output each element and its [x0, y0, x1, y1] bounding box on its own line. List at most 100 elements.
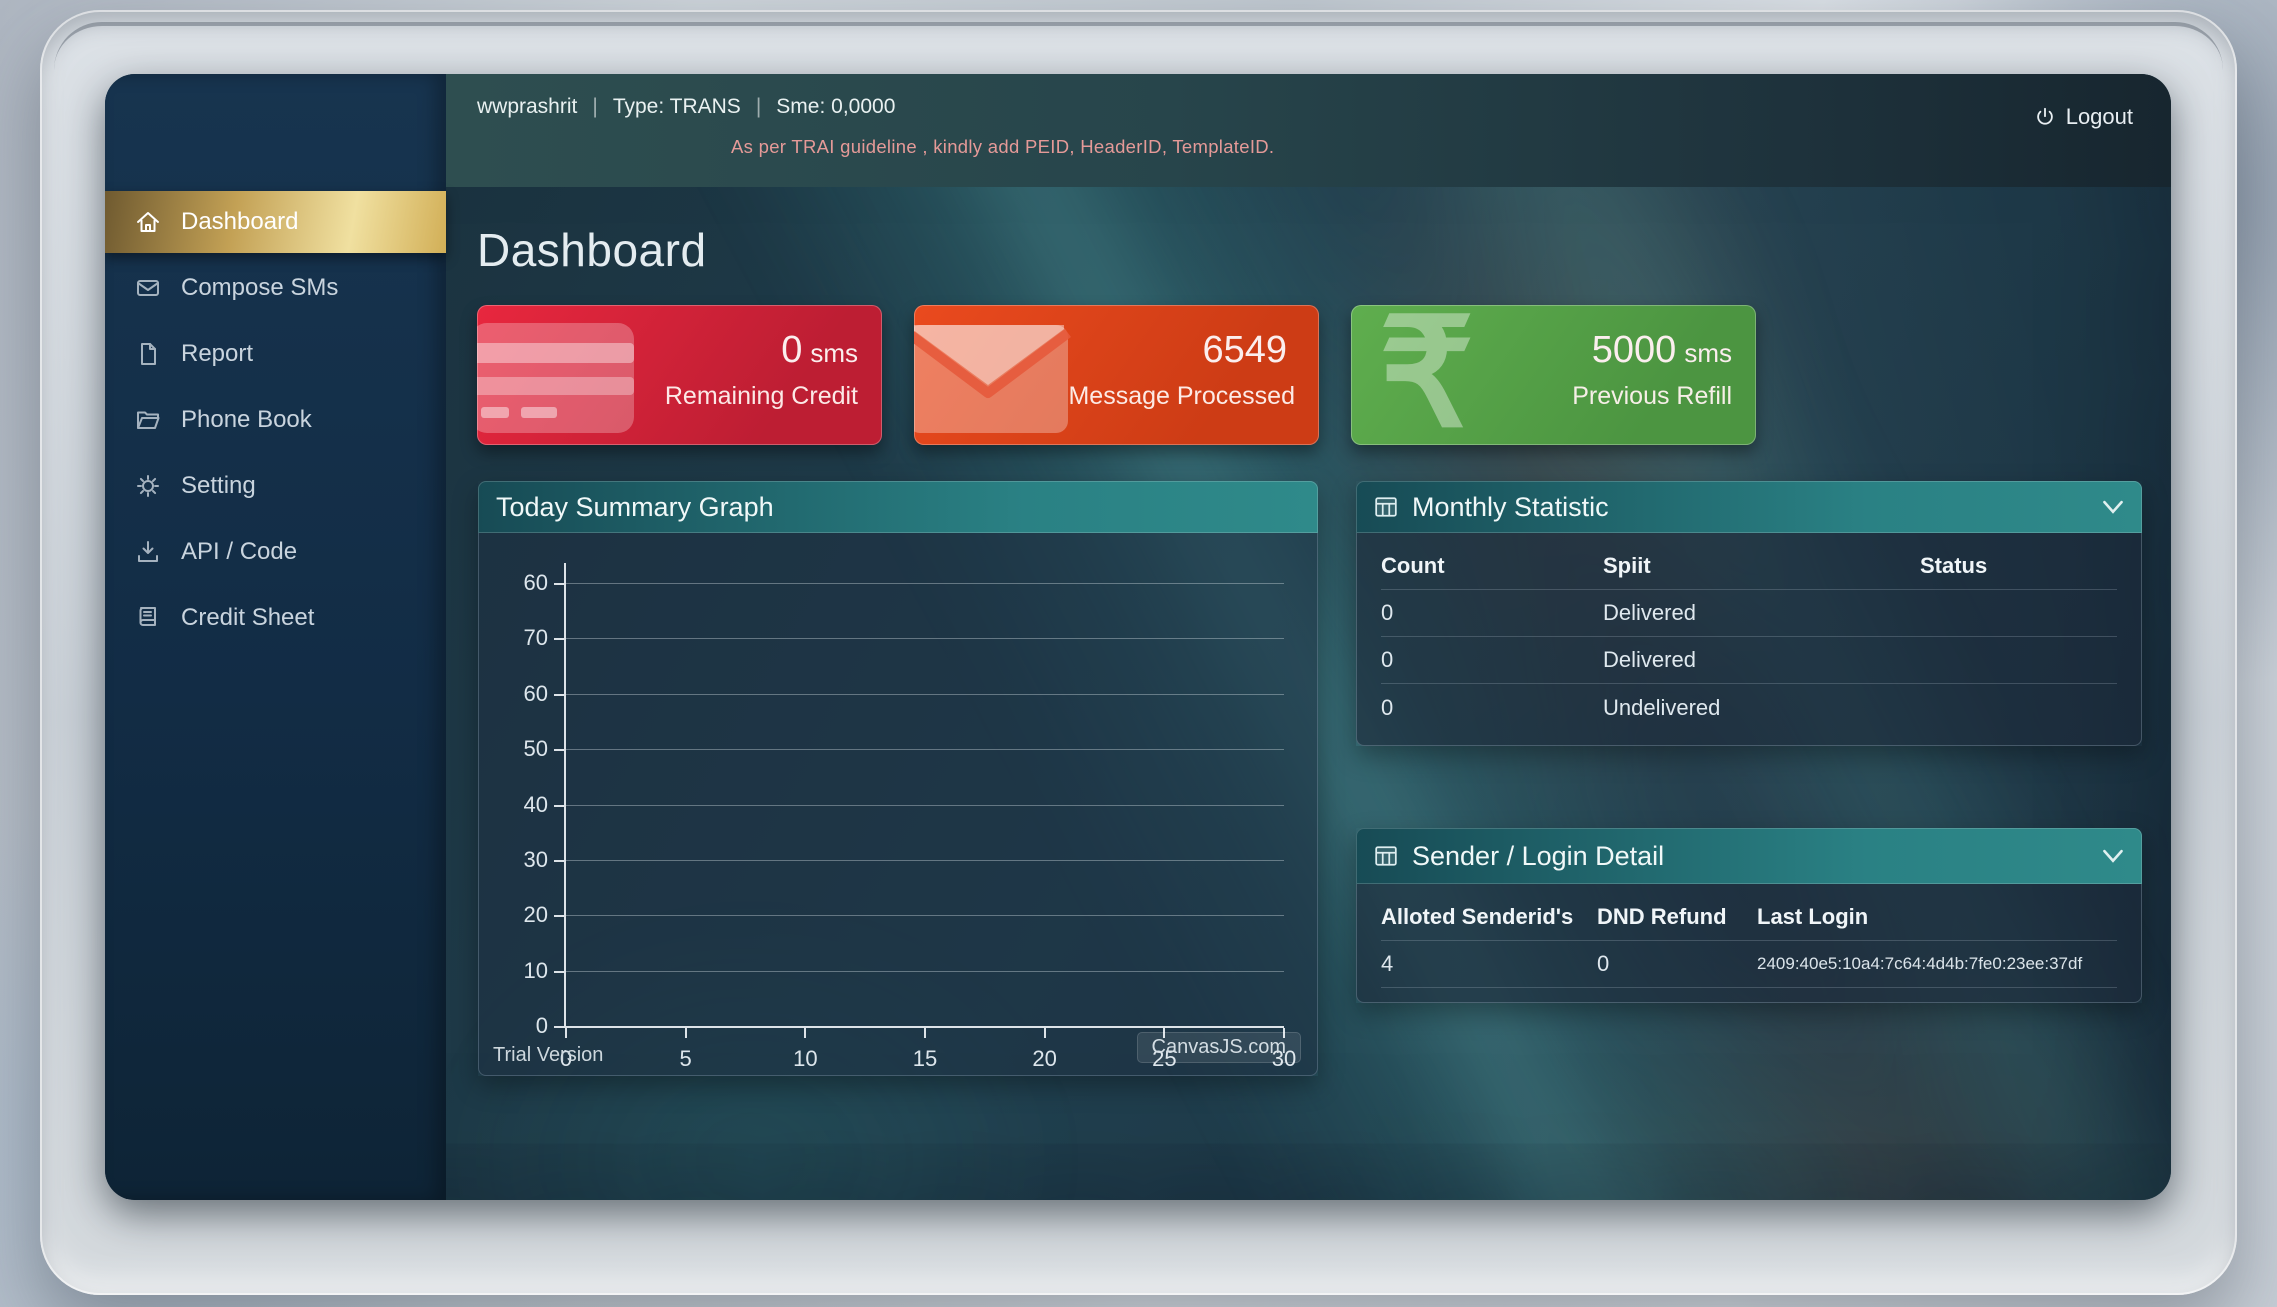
book-icon [139, 607, 156, 626]
power-icon [2036, 107, 2053, 125]
cell-dnd-refund: 0 [1597, 951, 1610, 976]
card-label: Remaining Credit [664, 382, 858, 410]
sidebar-item-credit-sheet[interactable]: Credit Sheet [105, 587, 446, 649]
x-tick-label: 25 [1152, 1046, 1177, 1071]
trial-version-watermark: Trial Version [493, 1044, 604, 1066]
today-summary-graph-panel: Today Summary Graph 60 70 60 50 40 30 20 10 0 0 5 1… [478, 481, 1318, 1076]
card-values: 6549 Message Processed [1068, 329, 1295, 411]
sme-value: Sme: 0,0000 [776, 95, 896, 118]
sender-login-table: Alloted Senderid's DND Refund Last Login… [1356, 884, 2142, 1003]
chart-plot: 60 70 60 50 40 30 20 10 0 0 5 10 15 20 25 30 [524, 563, 1296, 1071]
separator: | [592, 95, 598, 118]
y-tick-label: 50 [523, 736, 548, 762]
y-tick [554, 583, 564, 585]
y-tick [554, 804, 564, 807]
y-tick-label: 10 [523, 957, 548, 983]
gridline [566, 638, 1284, 640]
sidebar-item-label: API / Code [181, 538, 298, 565]
credit-card-icon [477, 319, 640, 442]
chevron-down-icon[interactable] [2102, 849, 2124, 864]
card-label: Message Processed [1068, 382, 1295, 410]
x-tick-label: 0 [559, 1046, 573, 1071]
panel-title: Monthly Statistic [1412, 491, 1609, 522]
sidebar-item-label: Phone Book [181, 406, 312, 433]
download-icon [138, 541, 158, 562]
sender-login-header[interactable]: Sender / Login Detail [1356, 828, 2142, 884]
x-tick-label: 5 [679, 1046, 692, 1071]
x-tick-label: 20 [1032, 1046, 1057, 1071]
sidebar-item-label: Credit Sheet [181, 604, 315, 631]
chart-area: 60 70 60 50 40 30 20 10 0 0 5 10 15 20 25 30 Trial Vers… [478, 533, 1318, 1076]
home-icon [137, 212, 159, 232]
app-window: Dashboard Compose SMs Report Phone Book … [105, 74, 2171, 1200]
main-content: Dashboard 0 sms Remaining Credit [312, 81, 2171, 1200]
y-tick-label: 70 [523, 625, 548, 651]
account-info: wwprashrit | Type: TRANS | Sme: 0,0000 [477, 95, 895, 119]
y-tick [554, 915, 564, 918]
x-tick [565, 1028, 567, 1038]
file-icon [141, 343, 156, 365]
column-count: Count [1381, 553, 1445, 578]
table-icon [1375, 497, 1397, 517]
sidebar-item-phone-book[interactable]: Phone Book [105, 389, 446, 451]
table-icon [1375, 846, 1397, 866]
remaining-credit-card: 0 sms Remaining Credit [477, 305, 882, 445]
trai-notice: As per TRAI guideline , kindly add PEID,… [731, 136, 1275, 157]
y-tick-label: 20 [523, 902, 548, 928]
gridline [566, 915, 1284, 917]
sender-login-detail-panel: Sender / Login Detail Alloted Senderid's… [1356, 828, 2142, 1003]
table-row: 0 Undelivered [1381, 684, 2117, 731]
cell-count: 0 [1381, 600, 1394, 625]
account-type: Type: TRANS [612, 95, 741, 118]
sidebar-item-setting[interactable]: Setting [105, 455, 446, 517]
y-tick [554, 693, 564, 696]
x-tick-label: 15 [912, 1046, 938, 1071]
sidebar-item-report[interactable]: Report [105, 323, 446, 385]
monitor-frame: Dashboard Compose SMs Report Phone Book … [40, 10, 2237, 1295]
table-row: 0 Delivered [1381, 590, 2117, 637]
column-dnd-refund: DND Refund [1597, 904, 1727, 929]
table-header-row: Count Spiit Status [1381, 543, 2117, 590]
sidebar-item-label: Dashboard [181, 208, 299, 235]
column-split: Spiit [1603, 553, 1651, 578]
card-value: 6549 [1202, 329, 1287, 371]
sidebar-item-compose-sms[interactable]: Compose SMs [105, 257, 446, 319]
card-unit: sms [810, 338, 858, 368]
chevron-down-icon[interactable] [2102, 500, 2124, 515]
cell-split: Undelivered [1603, 694, 1721, 720]
envelope-icon [914, 319, 1077, 444]
sidebar-item-api-code[interactable]: API / Code [105, 521, 446, 583]
y-tick [554, 859, 564, 862]
sidebar-item-dashboard[interactable]: Dashboard [105, 191, 446, 253]
y-tick-label: 30 [523, 846, 548, 872]
card-value: 0 [781, 329, 803, 371]
chart-title: Today Summary Graph [496, 491, 774, 522]
y-tick [554, 970, 564, 973]
x-tick [1283, 1028, 1285, 1038]
y-tick [554, 1026, 564, 1028]
card-values: 0 sms Remaining Credit [665, 329, 858, 411]
cell-split: Delivered [1603, 647, 1696, 672]
x-tick [1163, 1028, 1166, 1038]
card-unit: sms [1684, 338, 1732, 368]
card-value: 5000 [1591, 329, 1677, 371]
x-tick [804, 1028, 807, 1038]
x-tick [924, 1028, 926, 1038]
card-label: Previous Refill [1572, 382, 1732, 410]
card-values: 5000 sms Previous Refill [1572, 329, 1732, 411]
logout-button[interactable]: Logout [2034, 104, 2133, 130]
monthly-statistic-header[interactable]: Monthly Statistic [1356, 481, 2142, 533]
previous-refill-card: ₹ 5000 sms Previous Refill [1351, 305, 1756, 445]
username: wwprashrit [477, 95, 578, 118]
y-tick [554, 749, 564, 752]
column-status: Status [1920, 553, 1988, 578]
message-processed-card: 6549 Message Processed [914, 305, 1319, 445]
y-tick-label: 0 [535, 1013, 548, 1038]
monthly-statistic-panel: Monthly Statistic Count Spiit Status 0 [1356, 481, 2142, 746]
y-tick-label: 40 [523, 791, 548, 817]
canvasjs-link[interactable]: CanvasJS.com [1136, 1032, 1301, 1063]
y-tick-label: 60 [523, 680, 548, 706]
x-tick-label: 30 [1271, 1046, 1297, 1071]
table-row: 0 Delivered [1381, 637, 2117, 684]
folder-icon [137, 411, 160, 429]
